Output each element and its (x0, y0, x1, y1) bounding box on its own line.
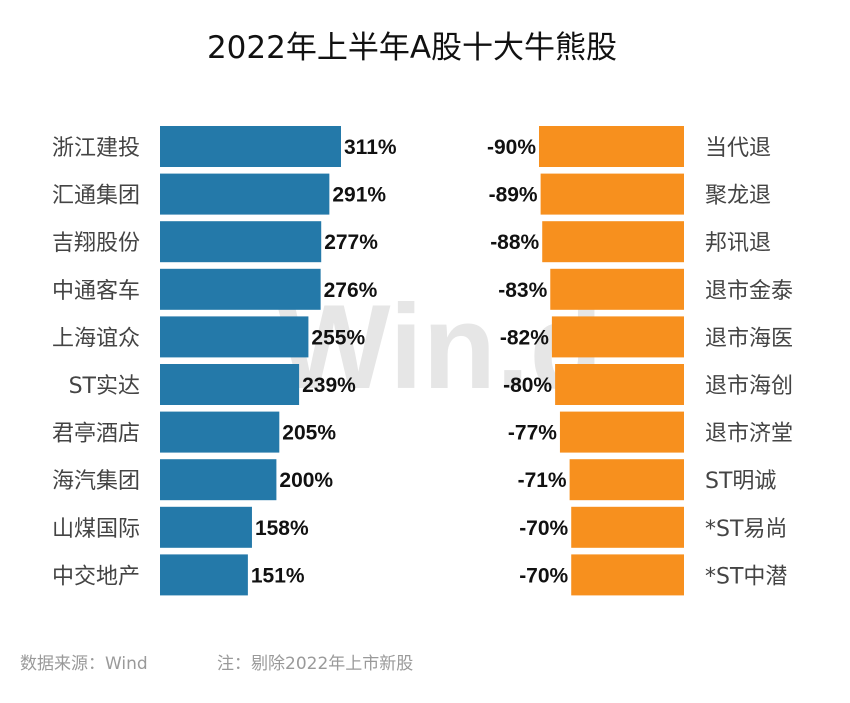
bear-category-label: 聚龙退 (705, 184, 771, 209)
bear-category-label: 当代退 (705, 136, 771, 161)
bull-bar (160, 173, 330, 215)
bull-value-label: 277% (324, 231, 378, 254)
bear-bar (559, 411, 684, 453)
bear-value-label: -80% (503, 374, 552, 397)
bear-value-label: -90% (487, 136, 536, 159)
bull-category-label: 吉翔股份 (52, 231, 140, 256)
bull-bar (160, 268, 321, 310)
bear-value-label: -77% (508, 422, 557, 445)
bull-bar (160, 506, 252, 548)
bear-bar (550, 268, 684, 310)
bull-bar (160, 411, 280, 453)
bull-category-label: 山煤国际 (52, 517, 140, 542)
bear-bar (551, 316, 684, 358)
bear-value-label: -89% (489, 184, 538, 207)
bear-category-label: 邦讯退 (705, 231, 771, 256)
bull-value-label: 276% (324, 279, 378, 302)
footer-source: 数据来源：Wind (20, 654, 148, 674)
bull-bar (160, 554, 248, 596)
bull-category-label: 浙江建投 (52, 136, 140, 161)
bull-value-label: 158% (255, 517, 309, 540)
bull-bar (160, 316, 309, 358)
bear-bar (571, 554, 684, 596)
bear-category-label: 退市金泰 (705, 279, 793, 304)
bull-bar (160, 221, 322, 263)
bear-bar (540, 173, 684, 215)
bull-value-label: 205% (282, 422, 336, 445)
bull-category-label: 汇通集团 (52, 184, 140, 209)
bear-bar-chart: -90% 当代退 -89% 聚龙退 -88% 邦讯退 -83% 退市金泰 -82% 退市海医 -80… (487, 126, 793, 596)
bull-value-label: 311% (344, 136, 397, 159)
bear-value-label: -83% (498, 279, 547, 302)
bull-bar (160, 364, 300, 405)
bear-bar (571, 506, 684, 548)
bull-category-label: 海汽集团 (52, 469, 140, 494)
bear-category-label: 退市海医 (705, 326, 793, 351)
bear-category-label: 退市济堂 (705, 422, 793, 447)
bull-bar (160, 126, 341, 167)
chart-title: 2022年上半年A股十大牛熊股 (207, 30, 617, 66)
bear-bar (542, 221, 684, 263)
bear-category-label: *ST易尚 (705, 517, 787, 542)
watermark: Win.d (277, 280, 603, 414)
bull-bar (160, 459, 277, 501)
bull-category-label: 君亭酒店 (52, 422, 140, 447)
bear-value-label: -82% (500, 326, 549, 349)
bull-category-label: ST实达 (69, 374, 140, 399)
bull-category-label: 中通客车 (52, 279, 140, 304)
bull-value-label: 255% (311, 326, 365, 349)
bull-category-label: 上海谊众 (52, 326, 140, 351)
bull-category-label: 中交地产 (52, 564, 140, 589)
bear-value-label: -70% (519, 564, 568, 587)
bear-category-label: 退市海创 (705, 374, 793, 399)
bear-value-label: -70% (519, 517, 568, 540)
bear-category-label: *ST中潜 (705, 564, 787, 589)
bear-category-label: ST明诚 (705, 469, 776, 494)
bull-value-label: 151% (251, 564, 305, 587)
bear-value-label: -71% (518, 469, 567, 492)
bear-bar (539, 126, 684, 167)
bull-bar-chart: 浙江建投 311% 汇通集团 291% 吉翔股份 277% 中通客车 276% 上海谊众 255%… (52, 126, 397, 596)
bull-value-label: 239% (302, 374, 356, 397)
bull-value-label: 291% (332, 184, 386, 207)
bear-value-label: -88% (490, 231, 539, 254)
footer-note: 注：剔除2022年上市新股 (217, 654, 413, 674)
bear-bar (555, 364, 684, 405)
bull-value-label: 200% (279, 469, 333, 492)
bear-bar (569, 459, 684, 501)
